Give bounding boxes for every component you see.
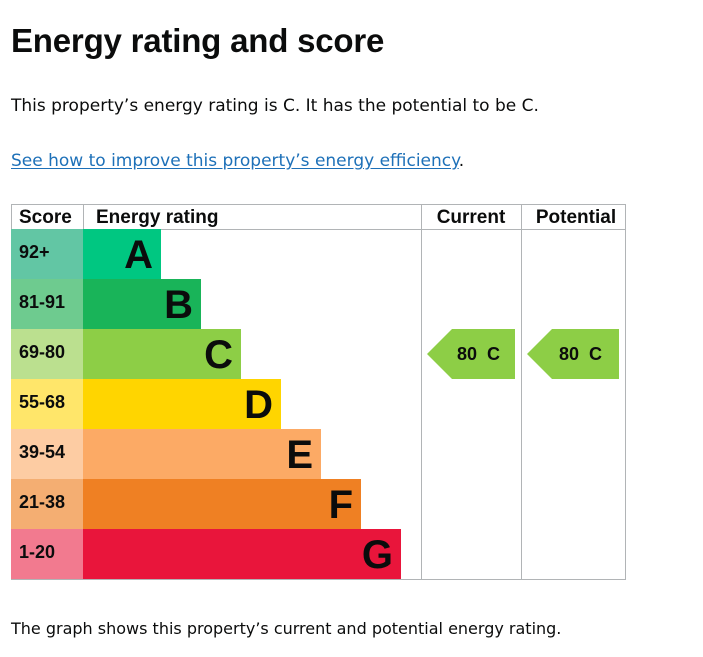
band-bar-g	[83, 529, 401, 579]
band-row-c: 69-80 C	[11, 329, 241, 379]
band-bar-a	[83, 229, 161, 279]
score-cell-d	[11, 379, 83, 429]
band-letter-a: A	[124, 233, 153, 277]
current-arrow-shape	[427, 329, 515, 379]
band-bar-e	[83, 429, 321, 479]
score-cell-f	[11, 479, 83, 529]
score-range-d: 55-68	[19, 392, 65, 412]
score-cell-e	[11, 429, 83, 479]
band-bar-d	[83, 379, 281, 429]
band-letter-c: C	[204, 333, 233, 377]
improve-link-paragraph: See how to improve this property’s energ…	[11, 151, 464, 171]
band-row-b: 81-91 B	[11, 279, 201, 329]
rating-summary: This property’s energy rating is C. It h…	[11, 96, 539, 116]
band-row-f: 21-38 F	[11, 479, 361, 529]
score-cell-b	[11, 279, 83, 329]
potential-arrow-shape	[527, 329, 619, 379]
band-bar-c	[83, 329, 241, 379]
score-cell-g	[11, 529, 83, 579]
band-row-d: 55-68 D	[11, 379, 281, 429]
header-score: Score	[19, 207, 72, 228]
score-range-a: 92+	[19, 242, 50, 262]
score-range-g: 1-20	[19, 542, 55, 562]
band-letter-f: F	[329, 483, 353, 527]
score-range-c: 69-80	[19, 342, 65, 362]
header-potential: Potential	[536, 207, 616, 228]
current-rating-arrow: 80 C	[427, 329, 515, 379]
band-letter-e: E	[286, 433, 313, 477]
link-trailing-period: .	[458, 151, 465, 171]
band-row-a: 92+ A	[11, 229, 161, 279]
score-range-b: 81-91	[19, 292, 65, 312]
page-title: Energy rating and score	[11, 22, 385, 59]
score-range-e: 39-54	[19, 442, 65, 462]
band-row-e: 39-54 E	[11, 429, 321, 479]
band-row-g: 1-20 G	[11, 529, 401, 579]
band-letter-g: G	[362, 533, 393, 577]
rating-arrows: 80 C 80 C	[427, 329, 619, 379]
score-cell-a	[11, 229, 83, 279]
band-letter-b: B	[164, 283, 193, 327]
potential-rating-arrow: 80 C	[527, 329, 619, 379]
score-range-f: 21-38	[19, 492, 65, 512]
score-cell-c	[11, 329, 83, 379]
improve-efficiency-link[interactable]: See how to improve this property’s energ…	[11, 151, 459, 171]
band-bar-b	[83, 279, 201, 329]
band-letter-d: D	[244, 383, 273, 427]
header-current: Current	[437, 207, 506, 228]
band-bar-f	[83, 479, 361, 529]
potential-arrow-label: 80 C	[559, 344, 602, 364]
rating-bands: 92+ A 81-91 B 69-80 C 55-68 D 39-54 E 21-38 F 1-20 G	[11, 229, 401, 579]
header-energy-rating: Energy rating	[96, 207, 218, 228]
current-arrow-label: 80 C	[457, 344, 500, 364]
graph-description: The graph shows this property’s current …	[11, 619, 562, 638]
